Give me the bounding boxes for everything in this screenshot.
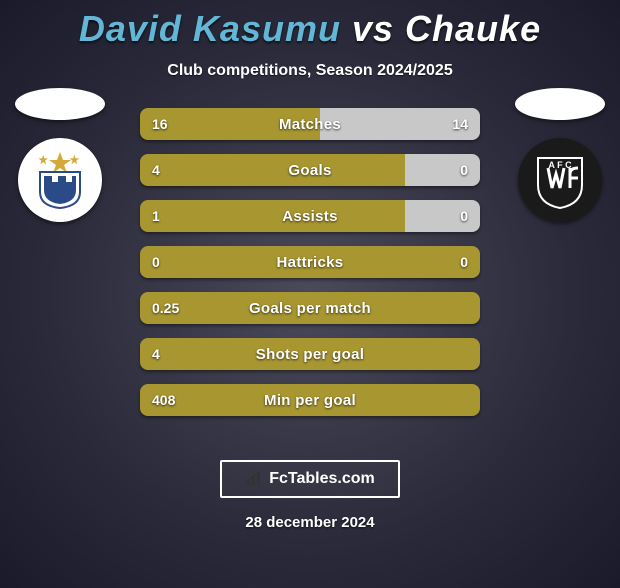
player2-name: Chauke [405, 8, 541, 49]
player2-ball-icon [515, 88, 605, 120]
brand-text: FcTables.com [269, 470, 375, 488]
player2-club-crest: A F C [518, 138, 602, 222]
svg-text:A F C: A F C [548, 160, 572, 170]
stat-label: Hattricks [140, 246, 480, 278]
player1-ball-icon [15, 88, 105, 120]
player1-club-crest [18, 138, 102, 222]
stat-label: Min per goal [140, 384, 480, 416]
fctables-logo[interactable]: FcTables.com [220, 460, 400, 498]
stat-bar: 40Goals [140, 154, 480, 186]
date-text: 28 december 2024 [0, 514, 620, 531]
player1-column [0, 88, 120, 222]
main-comparison: A F C 1614Matches 40Goals 10Assists 00Hattr… [0, 108, 620, 438]
stat-label: Goals per match [140, 292, 480, 324]
stat-label: Shots per goal [140, 338, 480, 370]
stat-label: Assists [140, 200, 480, 232]
stat-bar: 0.25Goals per match [140, 292, 480, 324]
stats-bars: 1614Matches 40Goals 10Assists 00Hattricks 0.… [140, 108, 480, 416]
stat-bar: 10Assists [140, 200, 480, 232]
stat-bar: 408Min per goal [140, 384, 480, 416]
vs-text: vs [352, 8, 394, 49]
chart-icon [245, 470, 265, 488]
stat-bar: 4Shots per goal [140, 338, 480, 370]
stat-bar: 1614Matches [140, 108, 480, 140]
stat-label: Matches [140, 108, 480, 140]
player1-name: David Kasumu [79, 8, 341, 49]
subtitle: Club competitions, Season 2024/2025 [0, 62, 620, 80]
stat-bar: 00Hattricks [140, 246, 480, 278]
comparison-title: David Kasumu vs Chauke [0, 8, 620, 50]
player2-column: A F C [500, 88, 620, 222]
stat-label: Goals [140, 154, 480, 186]
